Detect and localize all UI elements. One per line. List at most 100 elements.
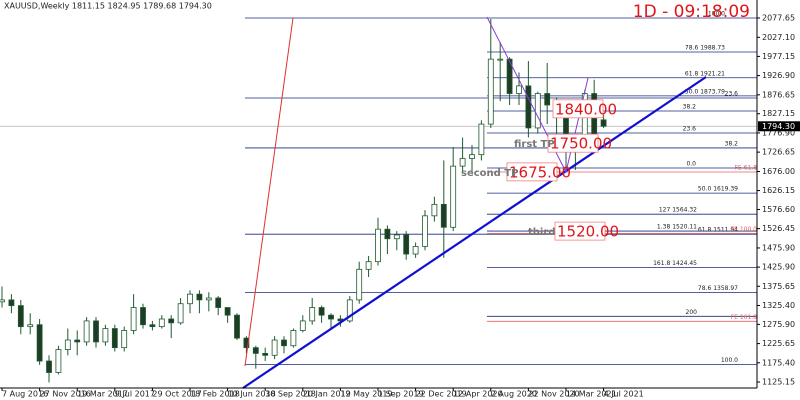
candle-body	[525, 85, 532, 129]
candle-body	[384, 228, 391, 240]
candle-body	[130, 307, 137, 331]
x-tick-label: 4 Jul 2021	[604, 390, 644, 399]
candle-body	[140, 307, 146, 326]
y-tick-label: 1776.90	[762, 128, 795, 137]
candle-body	[93, 320, 99, 343]
candle-body	[459, 158, 466, 167]
candle-body	[196, 293, 203, 301]
y-tick-label: 1125.15	[762, 378, 795, 387]
candle-body	[393, 234, 400, 240]
candle-body	[46, 360, 52, 373]
clock: 1D - 09:18:09	[633, 2, 750, 22]
candle-body	[215, 297, 222, 308]
level-label: 23.6	[683, 125, 697, 132]
candle-body	[234, 314, 240, 339]
x-tick-label: 19 Mar 2017	[77, 390, 128, 399]
y-tick-label: 1325.40	[762, 301, 795, 310]
candle-body	[375, 228, 381, 263]
level-label: 61.8 1511.94	[698, 227, 738, 234]
x-tick-label: 1 Sep 2019	[378, 390, 424, 399]
level-label: 100.0	[721, 357, 738, 364]
target-note: second TP	[461, 168, 518, 179]
y-tick-label: 1876.65	[762, 90, 795, 99]
level-label: 38.2	[683, 103, 697, 110]
candle-body	[55, 349, 62, 373]
candle-body	[8, 299, 15, 307]
candle-body	[177, 303, 184, 324]
x-tick-label: 2 Aug 2020	[491, 390, 537, 399]
target-note: first TP	[514, 139, 555, 150]
candle-body	[440, 203, 447, 228]
candle-body	[224, 307, 231, 316]
candle-body	[74, 339, 81, 343]
target-note: third	[528, 227, 555, 238]
y-tick-label: 1827.15	[762, 109, 795, 118]
candle-body	[328, 314, 334, 320]
target-box	[547, 133, 599, 153]
candle-body	[111, 328, 118, 349]
y-tick-label: 1475.90	[762, 243, 795, 252]
x-tick-label: 10 Jun 2018	[228, 390, 276, 399]
candle-body	[243, 337, 250, 349]
x-tick-label: 22 Dec 2019	[416, 390, 467, 399]
candle-body	[497, 58, 504, 61]
candle-body	[534, 93, 541, 129]
y-tick-label: 1726.65	[762, 148, 795, 157]
x-tick-label: 14 Mar 2021	[566, 390, 617, 399]
x-tick-label: 12 Apr 2020	[453, 390, 502, 399]
y-tick-label: 2077.65	[762, 13, 795, 22]
target-box	[552, 99, 604, 119]
candle-body	[64, 339, 71, 350]
level-label: FE 100.0	[731, 226, 758, 233]
level-label: 50.0 1873.79	[685, 88, 725, 95]
candle-body	[281, 339, 287, 347]
level-label: 127 1564.32	[659, 207, 697, 214]
level-label: 61.8 1921.21	[685, 70, 725, 77]
candle-body	[356, 268, 363, 301]
candle-body	[506, 58, 513, 94]
candle-body	[365, 261, 372, 270]
candle-body	[544, 93, 551, 106]
candle-body	[149, 324, 156, 328]
candle-body	[422, 215, 428, 247]
level-label: FE 61.8	[734, 164, 757, 171]
levels: 100.0 78.6 1988.73 61.8 1921.21 50.0 1873.7…	[0, 10, 758, 365]
level-label: 200	[686, 309, 698, 316]
candle-body	[205, 297, 212, 301]
y-tick-label: 1926.90	[762, 71, 795, 80]
target-label: 1750.00	[550, 135, 612, 153]
x-tick-label: 7 Aug 2016	[2, 390, 48, 399]
y-tick-label: 1175.40	[762, 358, 795, 367]
level-label: 78.6 1988.73	[685, 44, 725, 51]
candle-body	[412, 245, 419, 255]
candle-body	[102, 328, 109, 343]
candle-body	[403, 234, 410, 255]
x-tick-label: 18 Feb 2018	[190, 390, 240, 399]
x-tick-label: 27 Nov 2016	[40, 390, 91, 399]
target-box	[506, 162, 558, 182]
candle-body	[168, 318, 175, 324]
candle-body	[158, 318, 165, 328]
level-label: 100.0	[708, 10, 725, 17]
candle-body	[17, 305, 24, 328]
target-label: 1840.00	[555, 100, 617, 118]
current-price-box	[758, 121, 800, 132]
axes: 2077.65 2027.10 1977.15 1926.90 1876.65 1827.…	[1, 13, 800, 399]
level-label: 78.6 1358.97	[698, 285, 738, 292]
candle-body	[318, 307, 325, 316]
target-box	[554, 221, 606, 241]
x-tick-label: 22 Nov 2020	[528, 390, 579, 399]
y-tick-label: 1576.60	[762, 205, 795, 214]
level-label: 50.0 1619.39	[698, 186, 738, 193]
level-label: 0.0	[686, 160, 696, 167]
candle-body	[0, 299, 5, 303]
header: XAUUSD,Weekly 1811.15 1824.95 1789.68 17…	[4, 2, 212, 11]
candle-body	[309, 307, 316, 322]
level-label: 1.38 1520.11	[657, 224, 697, 231]
candle-body	[252, 347, 259, 354]
level-label: FE 161.8	[731, 314, 758, 321]
y-tick-label: 1526.45	[762, 224, 795, 233]
